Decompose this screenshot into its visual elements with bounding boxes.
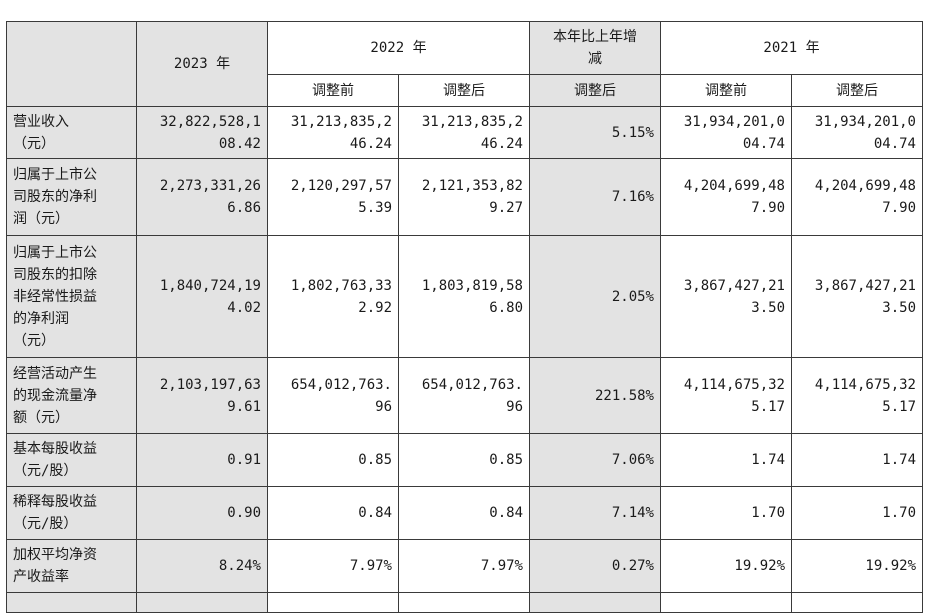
cell-2022-before: 7.97% — [267, 539, 399, 593]
cell-2021-before: 1.70 — [660, 486, 792, 540]
cell-2023: 2,103,197,63 9.61 — [136, 357, 268, 434]
header-2022-after: 调整后 — [398, 74, 530, 107]
header-2021: 2021 年 — [660, 21, 923, 75]
cell-2021-before: 3,867,427,21 3.50 — [660, 235, 792, 358]
cell-2021-after: 4,114,675,32 5.17 — [791, 357, 923, 434]
cell-2021-before: 31,934,201,0 04.74 — [660, 106, 792, 159]
cell-2022-after: 0.84 — [398, 486, 530, 540]
cell-2021-after: 19.92% — [791, 539, 923, 593]
table-row: 营业收入 （元） 32,822,528,1 08.42 31,213,835,2… — [6, 106, 923, 159]
cell-2023: 2,273,331,26 6.86 — [136, 158, 268, 236]
row-label: 归属于上市公 司股东的扣除 非经常性损益 的净利润 （元） — [6, 235, 137, 358]
cell-2021-before: 19.92% — [660, 539, 792, 593]
table-row: 经营活动产生 的现金流量净 额（元） 2,103,197,63 9.61 654… — [6, 357, 923, 434]
header-2022: 2022 年 — [267, 21, 530, 75]
cell-change: 221.58% — [529, 357, 661, 434]
cell-2022-after: 7.97% — [398, 539, 530, 593]
header-change-text: 本年比上年增 减 — [553, 29, 637, 67]
cell-change: 7.06% — [529, 433, 661, 487]
cell-change: 5.15% — [529, 106, 661, 159]
cell-change: 2.05% — [529, 235, 661, 358]
cell-2022-before: 31,213,835,2 46.24 — [267, 106, 399, 159]
row-label: 经营活动产生 的现金流量净 额（元） — [6, 357, 137, 434]
cell-2023: 32,822,528,1 08.42 — [136, 106, 268, 159]
table-row: 稀释每股收益 （元/股） 0.90 0.84 0.84 7.14% 1.70 1… — [6, 486, 923, 540]
cell-2023: 0.90 — [136, 486, 268, 540]
row-label: 营业收入 （元） — [6, 106, 137, 159]
table-row: 归属于上市公 司股东的扣除 非经常性损益 的净利润 （元） 1,840,724,… — [6, 235, 923, 358]
cell-2021-after: 1.74 — [791, 433, 923, 487]
table-row: 基本每股收益 （元/股） 0.91 0.85 0.85 7.06% 1.74 1… — [6, 433, 923, 487]
cell-2023: 8.24% — [136, 539, 268, 593]
header-2021-before: 调整前 — [660, 74, 792, 107]
row-label: 加权平均净资 产收益率 — [6, 539, 137, 593]
cell-2021-before: 1.74 — [660, 433, 792, 487]
cell-change: 0.27% — [529, 539, 661, 593]
table-row: 加权平均净资 产收益率 8.24% 7.97% 7.97% 0.27% 19.9… — [6, 539, 923, 593]
cell-2021-before: 4,114,675,32 5.17 — [660, 357, 792, 434]
table-row: 归属于上市公 司股东的净利 润（元） 2,273,331,26 6.86 2,1… — [6, 158, 923, 236]
row-label: 基本每股收益 （元/股） — [6, 433, 137, 487]
header-change-adjusted: 调整后 — [529, 74, 661, 107]
cell-2022-after: 654,012,763. 96 — [398, 357, 530, 434]
cell-2023: 1,840,724,19 4.02 — [136, 235, 268, 358]
financial-table-container: 2023 年 2022 年 本年比上年增 减 2021 年 调整前 调整后 调整… — [6, 21, 923, 613]
cell-change: 7.16% — [529, 158, 661, 236]
cell-2023: 0.91 — [136, 433, 268, 487]
cell-2022-before: 2,120,297,57 5.39 — [267, 158, 399, 236]
header-2023: 2023 年 — [136, 21, 268, 107]
cell-2022-before: 654,012,763. 96 — [267, 357, 399, 434]
cell-2022-before: 1,802,763,33 2.92 — [267, 235, 399, 358]
cell-2021-after: 4,204,699,48 7.90 — [791, 158, 923, 236]
cell-2021-before: 4,204,699,48 7.90 — [660, 158, 792, 236]
cell-2022-before: 0.85 — [267, 433, 399, 487]
cell-2022-after: 31,213,835,2 46.24 — [398, 106, 530, 159]
cell-2021-after: 1.70 — [791, 486, 923, 540]
cell-2022-after: 0.85 — [398, 433, 530, 487]
row-label: 归属于上市公 司股东的净利 润（元） — [6, 158, 137, 236]
key-financial-data-table: 2023 年 2022 年 本年比上年增 减 2021 年 调整前 调整后 调整… — [6, 21, 923, 613]
cell-change: 7.14% — [529, 486, 661, 540]
cell-2021-after: 31,934,201,0 04.74 — [791, 106, 923, 159]
header-corner-cell — [6, 21, 137, 107]
header-change: 本年比上年增 减 — [529, 21, 661, 75]
header-2022-before: 调整前 — [267, 74, 399, 107]
cell-2022-after: 1,803,819,58 6.80 — [398, 235, 530, 358]
header-2021-after: 调整后 — [791, 74, 923, 107]
cell-2022-before: 0.84 — [267, 486, 399, 540]
cell-2021-after: 3,867,427,21 3.50 — [791, 235, 923, 358]
row-label: 稀释每股收益 （元/股） — [6, 486, 137, 540]
cell-2022-after: 2,121,353,82 9.27 — [398, 158, 530, 236]
